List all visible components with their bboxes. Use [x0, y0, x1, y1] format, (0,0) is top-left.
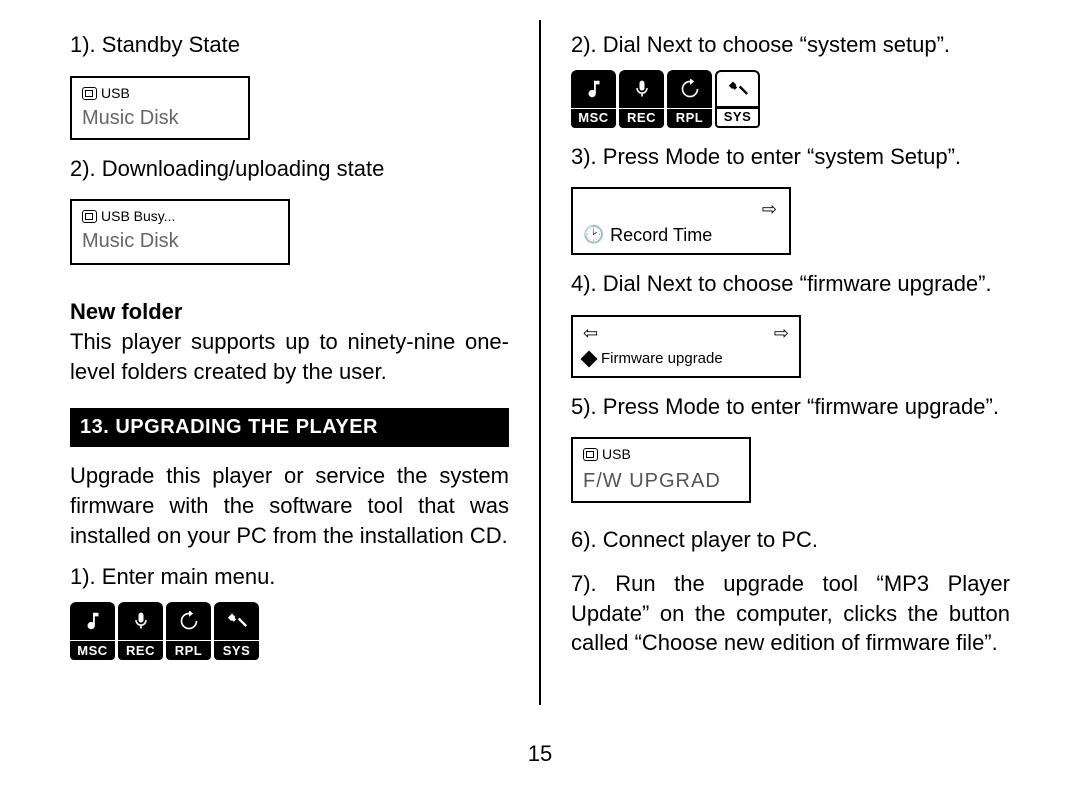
menu-label: SYS	[214, 640, 259, 660]
lcd-label: Music Disk	[82, 105, 238, 132]
usb-text-fw: USB	[602, 445, 631, 464]
step-enter-menu: 1). Enter main menu.	[70, 562, 509, 592]
arrow-left-icon: ⇦	[583, 321, 598, 345]
usb-indicator-fw: USB	[583, 445, 739, 464]
menu-sys-selected: SYS	[715, 70, 760, 128]
manual-page: 1). Standby State USB Music Disk 2). Dow…	[0, 0, 1080, 785]
step-1: 1). Standby State	[70, 30, 509, 60]
menu-rec: REC	[619, 70, 664, 128]
menu-label: REC	[118, 640, 163, 660]
replay-icon	[667, 70, 712, 108]
menu-rpl: RPL	[667, 70, 712, 128]
usb-icon	[583, 448, 598, 461]
usb-indicator: USB	[82, 84, 238, 103]
lcd-label-2: Music Disk	[82, 228, 278, 255]
usb-icon	[82, 210, 97, 223]
right-column: 2). Dial Next to choose “system setup”. …	[551, 30, 1030, 745]
menu-label: SYS	[715, 108, 760, 128]
menu-icons-left: MSC REC RPL SYS	[70, 602, 509, 660]
diamond-icon	[581, 351, 598, 368]
tools-icon	[214, 602, 259, 640]
menu-rpl: RPL	[166, 602, 211, 660]
new-folder-text: This player supports up to ninety-nine o…	[70, 327, 509, 386]
step-r4: 4). Dial Next to choose “firmware upgrad…	[571, 269, 1010, 299]
music-icon	[70, 602, 115, 640]
menu-icons-right: MSC REC RPL SYS	[571, 70, 1010, 128]
step-r3: 3). Press Mode to enter “system Setup”.	[571, 142, 1010, 172]
lcd-busy: USB Busy... Music Disk	[70, 199, 290, 265]
arrow-right: ⇨	[583, 193, 777, 223]
menu-label: REC	[619, 108, 664, 128]
usb-busy-text: USB Busy...	[101, 207, 175, 226]
menu-label: RPL	[166, 640, 211, 660]
mic-icon	[118, 602, 163, 640]
upgrade-intro: Upgrade this player or service the syste…	[70, 461, 509, 550]
lcd-fw-upgrad: USB F/W UPGRAD	[571, 437, 751, 503]
menu-msc: MSC	[571, 70, 616, 128]
menu-label: RPL	[667, 108, 712, 128]
record-time-label: Record Time	[610, 223, 712, 247]
menu-label: MSC	[571, 108, 616, 128]
clock-icon: 🕑	[583, 224, 604, 247]
step-r7: 7). Run the upgrade tool “MP3 Player Upd…	[571, 569, 1010, 658]
usb-text: USB	[101, 84, 130, 103]
step-r6: 6). Connect player to PC.	[571, 525, 1010, 555]
replay-icon	[166, 602, 211, 640]
arrow-right-icon: ⇨	[774, 321, 789, 345]
menu-msc: MSC	[70, 602, 115, 660]
subhead-new-folder: New folder	[70, 297, 509, 327]
step-r5: 5). Press Mode to enter “firmware upgrad…	[571, 392, 1010, 422]
tools-icon	[715, 70, 760, 108]
column-divider	[539, 20, 541, 705]
menu-label: MSC	[70, 640, 115, 660]
menu-sys: SYS	[214, 602, 259, 660]
firmware-label: Firmware upgrade	[601, 349, 723, 369]
usb-busy-indicator: USB Busy...	[82, 207, 278, 226]
mic-icon	[619, 70, 664, 108]
lcd-firmware-upgrade: ⇦ ⇨ Firmware upgrade	[571, 315, 801, 378]
step-r2: 2). Dial Next to choose “system setup”.	[571, 30, 1010, 60]
page-number: 15	[528, 741, 552, 767]
lcd-record-time: ⇨ 🕑 Record Time	[571, 187, 791, 255]
left-column: 1). Standby State USB Music Disk 2). Dow…	[50, 30, 529, 745]
section-heading: 13. UPGRADING THE PLAYER	[70, 408, 509, 447]
menu-rec: REC	[118, 602, 163, 660]
step-2: 2). Downloading/uploading state	[70, 154, 509, 184]
lcd-standby: USB Music Disk	[70, 76, 250, 140]
music-icon	[571, 70, 616, 108]
fw-upgrad-label: F/W UPGRAD	[583, 468, 739, 495]
usb-icon	[82, 87, 97, 100]
